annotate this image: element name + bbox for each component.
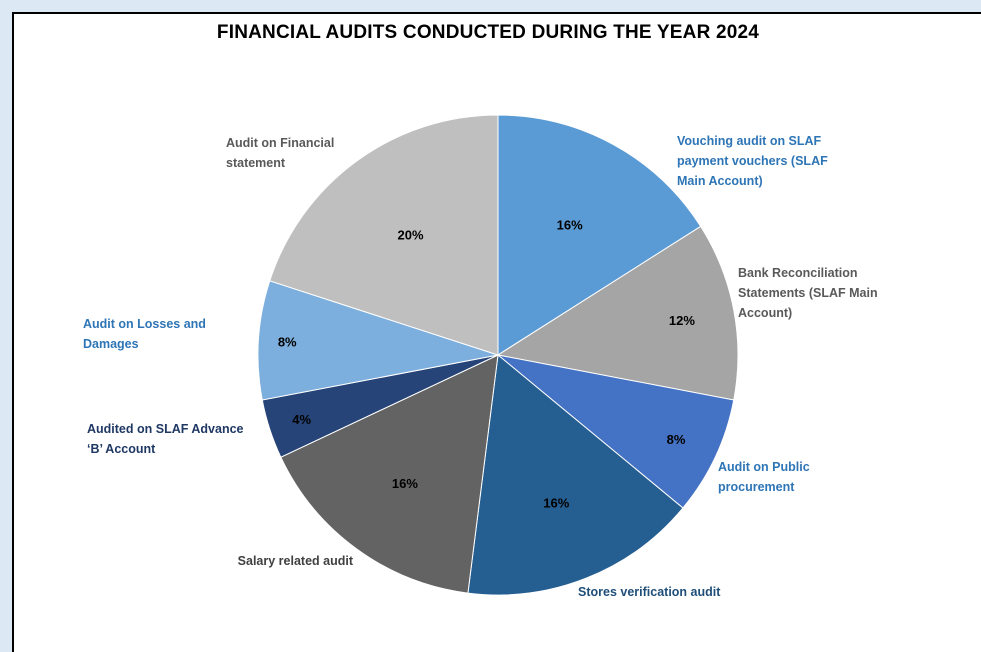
slice-category-label: Stores verification audit: [578, 585, 721, 599]
slice-percent-label: 16%: [543, 495, 569, 510]
slice-category-label: Bank Reconciliation Statements (SLAF Main…: [738, 266, 878, 320]
slice-category-label: Audit on Public procurement: [718, 460, 810, 494]
slice-percent-label: 12%: [669, 313, 695, 328]
slice-category-label: Vouching audit on SLAF payment vouchers (…: [677, 134, 828, 188]
slice-percent-label: 20%: [398, 228, 424, 243]
slice-percent-label: 16%: [392, 476, 418, 491]
slice-percent-label: 4%: [292, 412, 311, 427]
slice-category-label: Audit on Losses and Damages: [83, 317, 206, 351]
pie-slice: [280, 354, 499, 594]
slice-category-label: Salary related audit: [238, 554, 354, 568]
slice-percent-label: 16%: [557, 218, 583, 233]
pie-slice: [496, 225, 739, 401]
slice-percent-label: 8%: [278, 335, 297, 350]
slice-category-label: Audited on SLAF Advance ‘B’ Account: [87, 422, 244, 456]
slice-category-label: Audit on Financial statement: [226, 136, 334, 170]
chart-title: FINANCIAL AUDITS CONDUCTED DURING THE YE…: [216, 22, 760, 43]
pie-slice: [497, 354, 735, 509]
pie-slice: [257, 280, 499, 401]
slice-percent-label: 8%: [667, 432, 686, 447]
pie-slice: [497, 114, 702, 356]
pie-slice: [269, 114, 499, 356]
pie-slice: [467, 354, 684, 596]
